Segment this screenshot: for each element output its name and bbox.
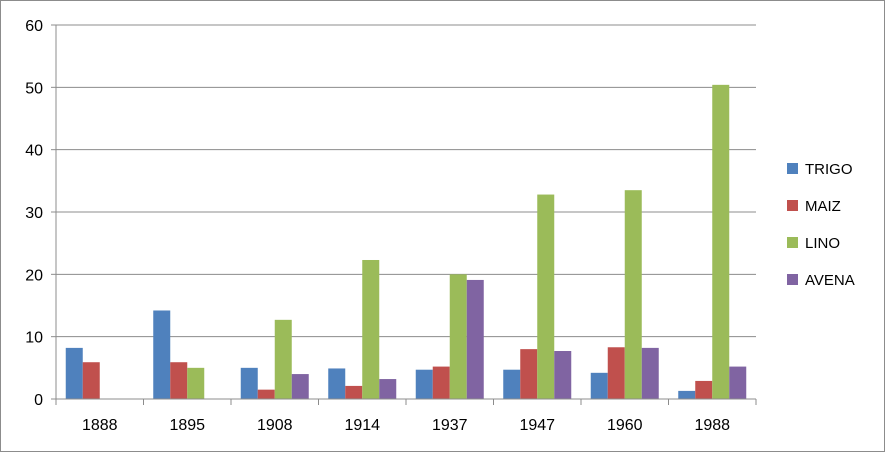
- axes: 0 10 20 30 40 50 60 1888 1895 1908 1914 1937 1947 196…: [25, 18, 757, 434]
- x-tick-label: 1947: [519, 417, 555, 434]
- bars: [65, 84, 747, 399]
- y-tick-label: 10: [25, 330, 43, 347]
- x-tick-label: 1988: [694, 417, 730, 434]
- bar-maiz-1988: [695, 380, 713, 399]
- x-tick-label: 1888: [82, 417, 118, 434]
- bar-avena-1914: [379, 379, 397, 399]
- bar-lino-1908: [274, 319, 292, 399]
- bar-avena-1947: [554, 351, 572, 399]
- bar-trigo-1908: [240, 367, 258, 399]
- bar-lino-1914: [362, 259, 380, 399]
- y-tick-label: 60: [25, 18, 43, 35]
- bar-maiz-1937: [432, 366, 450, 399]
- bar-lino-1937: [449, 274, 467, 399]
- x-tick-label: 1895: [169, 417, 205, 434]
- bar-trigo-1988: [678, 390, 696, 399]
- legend: TRIGO MAIZ LINO AVENA: [787, 161, 855, 289]
- x-tick-label: 1908: [257, 417, 293, 434]
- bar-trigo-1888: [65, 347, 83, 399]
- y-tick-label: 0: [34, 392, 43, 409]
- bar-avena-1988: [729, 366, 747, 399]
- bar-maiz-1947: [520, 349, 538, 399]
- bar-trigo-1960: [590, 372, 608, 399]
- bar-maiz-1914: [345, 385, 363, 399]
- bar-maiz-1895: [170, 362, 188, 399]
- y-tick-label: 50: [25, 80, 43, 97]
- legend-label-maiz: MAIZ: [805, 198, 841, 215]
- legend-swatch-lino: [787, 237, 798, 248]
- legend-swatch-maiz: [787, 200, 798, 211]
- bar-avena-1937: [466, 279, 484, 399]
- y-tick-label: 40: [25, 143, 43, 160]
- bar-trigo-1914: [328, 368, 346, 399]
- legend-swatch-avena: [787, 274, 798, 285]
- bar-maiz-1908: [257, 389, 275, 399]
- x-tick-label: 1914: [344, 417, 380, 434]
- y-tick-label: 20: [25, 267, 43, 284]
- gridlines: [56, 24, 756, 338]
- bar-lino-1988: [712, 84, 730, 399]
- bar-avena-1908: [291, 374, 309, 399]
- bar-lino-1895: [187, 367, 205, 399]
- bar-trigo-1937: [415, 369, 433, 399]
- legend-swatch-trigo: [787, 163, 798, 174]
- bar-lino-1960: [624, 190, 642, 399]
- bar-avena-1960: [641, 347, 659, 399]
- bar-trigo-1947: [503, 369, 521, 399]
- bar-maiz-1960: [607, 347, 625, 399]
- x-tick-label: 1937: [432, 417, 468, 434]
- y-tick-label: 30: [25, 205, 43, 222]
- bar-maiz-1888: [82, 362, 100, 399]
- x-tick-label: 1960: [607, 417, 643, 434]
- legend-label-avena: AVENA: [805, 272, 855, 289]
- legend-label-lino: LINO: [805, 235, 840, 252]
- bar-trigo-1895: [153, 310, 171, 399]
- legend-label-trigo: TRIGO: [805, 161, 853, 178]
- bar-lino-1947: [537, 194, 555, 399]
